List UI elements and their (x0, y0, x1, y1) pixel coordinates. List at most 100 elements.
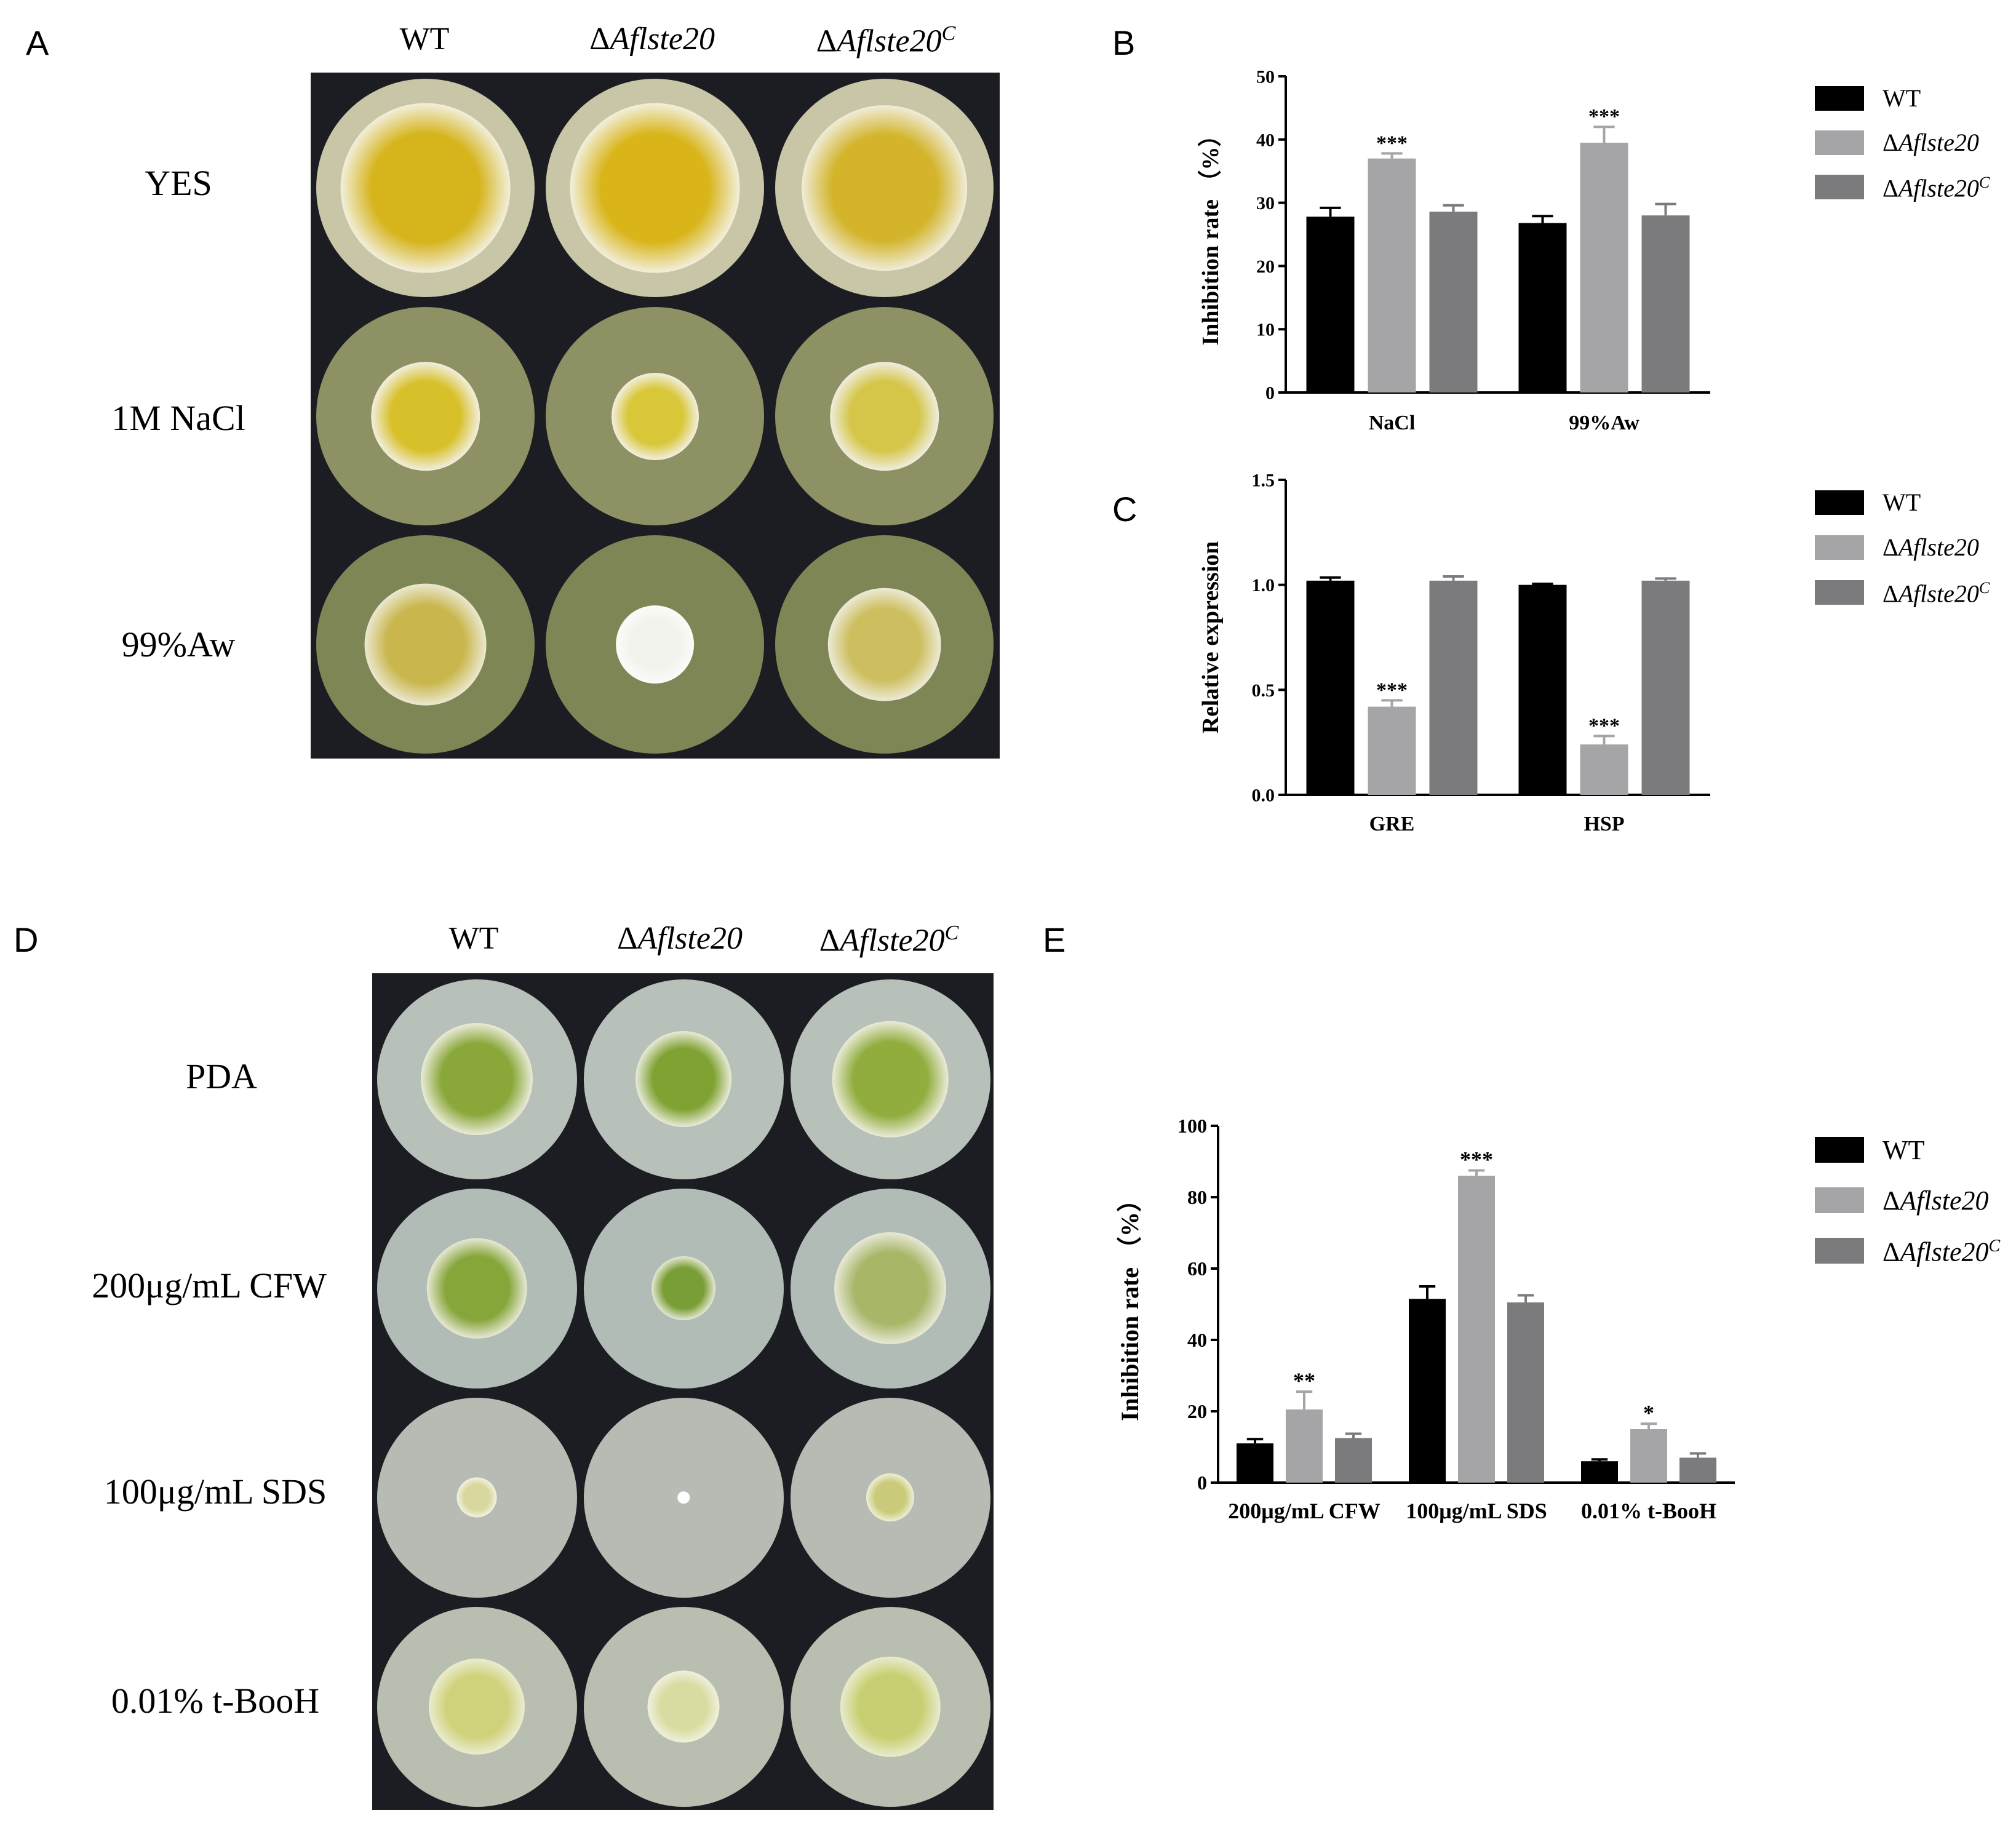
bar (1286, 1409, 1323, 1483)
agar-plate (377, 1188, 577, 1389)
bar (1368, 158, 1416, 392)
bar (1458, 1176, 1495, 1483)
row-label-nacl: 1M NaCl (111, 398, 245, 438)
row-label-tbooh: 0.01% t-BooH (111, 1681, 320, 1721)
legend-italic: Aflste20 (1900, 1185, 1989, 1216)
agar-plate (316, 535, 535, 754)
bar (1507, 1302, 1544, 1483)
legend-swatch-wt-e (1815, 1137, 1864, 1163)
bar (1409, 1299, 1446, 1483)
bar (1335, 1438, 1372, 1483)
x-category-label: NaCl (1369, 412, 1416, 434)
legend-label-mutant-e: ΔAflste20 (1883, 1187, 1989, 1214)
bar (1518, 223, 1567, 392)
col-label-text: WT (399, 22, 450, 57)
plate-rim (546, 535, 764, 754)
significance-label: *** (1588, 105, 1620, 128)
agar-plate (583, 979, 784, 1179)
y-tick-label: 1.5 (1252, 471, 1275, 491)
bar (1306, 217, 1355, 392)
y-axis-label: Relative expression (1198, 541, 1224, 734)
row-label-cfw: 200μg/mL CFW (92, 1265, 327, 1305)
y-tick-label: 30 (1256, 193, 1275, 213)
legend-label-mutant-b: ΔAflste20 (1883, 130, 1979, 155)
y-tick-label: 10 (1256, 320, 1275, 340)
panel-letter-a: A (26, 23, 49, 62)
agar-plate (790, 1606, 990, 1807)
plate-rim (775, 307, 994, 525)
row-label-pda: PDA (185, 1056, 258, 1096)
plate-rim (546, 79, 764, 297)
plate-rim (377, 1606, 577, 1807)
col-label-text: WT (448, 921, 499, 956)
y-tick-label: 20 (1187, 1400, 1207, 1422)
chart-c: Relative expression 0.0 0.5 1.0 1.5 *** GRE ***… (1198, 471, 1710, 835)
legend-delta: Δ (1883, 1185, 1900, 1216)
legend-swatch-wt-c (1815, 490, 1864, 515)
plate-rim (583, 979, 784, 1179)
plate-rim (377, 1397, 577, 1598)
legend-swatch-complement-b (1815, 175, 1864, 199)
legend-delta: Δ (1883, 174, 1898, 202)
bar (1429, 580, 1478, 795)
col-label-super: C (941, 22, 956, 45)
significance-label: *** (1460, 1147, 1493, 1172)
plate-photo-grid-d (372, 973, 994, 1810)
col-label-delta: Δ (819, 923, 840, 958)
legend-swatch-wt-b (1815, 86, 1864, 111)
bar (1581, 1461, 1618, 1483)
legend-delta: Δ (1883, 129, 1898, 156)
significance-label: *** (1376, 679, 1408, 701)
legend-italic: Aflste20 (1900, 1237, 1989, 1267)
panel-letter-d: D (14, 920, 39, 959)
legend-label-complement-b: ΔAflste20C (1883, 175, 1990, 201)
plate-rim (790, 1397, 990, 1598)
x-category-label: 0.01% t-BooH (1581, 1499, 1716, 1523)
y-tick-label: 0.5 (1252, 680, 1275, 701)
plate-photo-grid-a (311, 73, 1000, 759)
legend-label-complement-c: ΔAflste20C (1883, 580, 1990, 606)
agar-plate (546, 535, 764, 754)
y-tick-label: 60 (1187, 1257, 1207, 1280)
bar (1429, 211, 1478, 392)
y-tick-label: 0 (1197, 1472, 1207, 1494)
agar-plate (377, 979, 577, 1179)
bar (1518, 584, 1567, 795)
agar-plate (775, 79, 994, 297)
agar-plate (775, 307, 994, 525)
legend-swatch-mutant-c (1815, 535, 1864, 560)
plate-rim (790, 1188, 990, 1389)
agar-plate (316, 79, 535, 297)
col-label-complement-d: ΔAflste20C (819, 923, 959, 957)
plate-rim (377, 1188, 577, 1389)
x-category-label: 200μg/mL CFW (1228, 1499, 1380, 1523)
agar-plate (775, 535, 994, 754)
legend-swatch-complement-e (1815, 1238, 1864, 1264)
x-category-label: 100μg/mL SDS (1406, 1499, 1547, 1523)
plate-rim (583, 1397, 784, 1598)
plate-rim (775, 79, 994, 297)
agar-plate (583, 1188, 784, 1389)
col-label-wt-a: WT (400, 23, 450, 55)
legend-label-complement-e: ΔAflste20C (1883, 1238, 2000, 1266)
agar-plate (377, 1606, 577, 1807)
col-label-italic: Aflste20 (637, 921, 743, 956)
y-tick-label: 40 (1256, 130, 1275, 150)
y-tick-label: 100 (1177, 1115, 1207, 1137)
row-label-aw: 99%Aw (121, 624, 236, 664)
col-label-super: C (944, 922, 959, 944)
legend-label-wt-b: WT (1883, 84, 1921, 112)
legend-super: C (1978, 173, 1990, 191)
y-tick-label: 1.0 (1252, 575, 1275, 596)
col-label-mutant-a: ΔAflste20 (589, 23, 715, 55)
agar-plate (790, 1188, 990, 1389)
legend-super: C (1988, 1237, 2001, 1256)
agar-plate (790, 1397, 990, 1598)
chart-b: Inhibition rate （%） 0 10 20 30 40 50 *** NaCl ***… (1198, 67, 1710, 434)
legend-delta: Δ (1883, 533, 1898, 561)
col-label-complement-a: ΔAflste20C (816, 23, 956, 57)
plate-rim (583, 1606, 784, 1807)
x-category-label: HSP (1584, 813, 1624, 835)
plate-rim (316, 535, 535, 754)
col-label-wt-d: WT (449, 923, 499, 955)
